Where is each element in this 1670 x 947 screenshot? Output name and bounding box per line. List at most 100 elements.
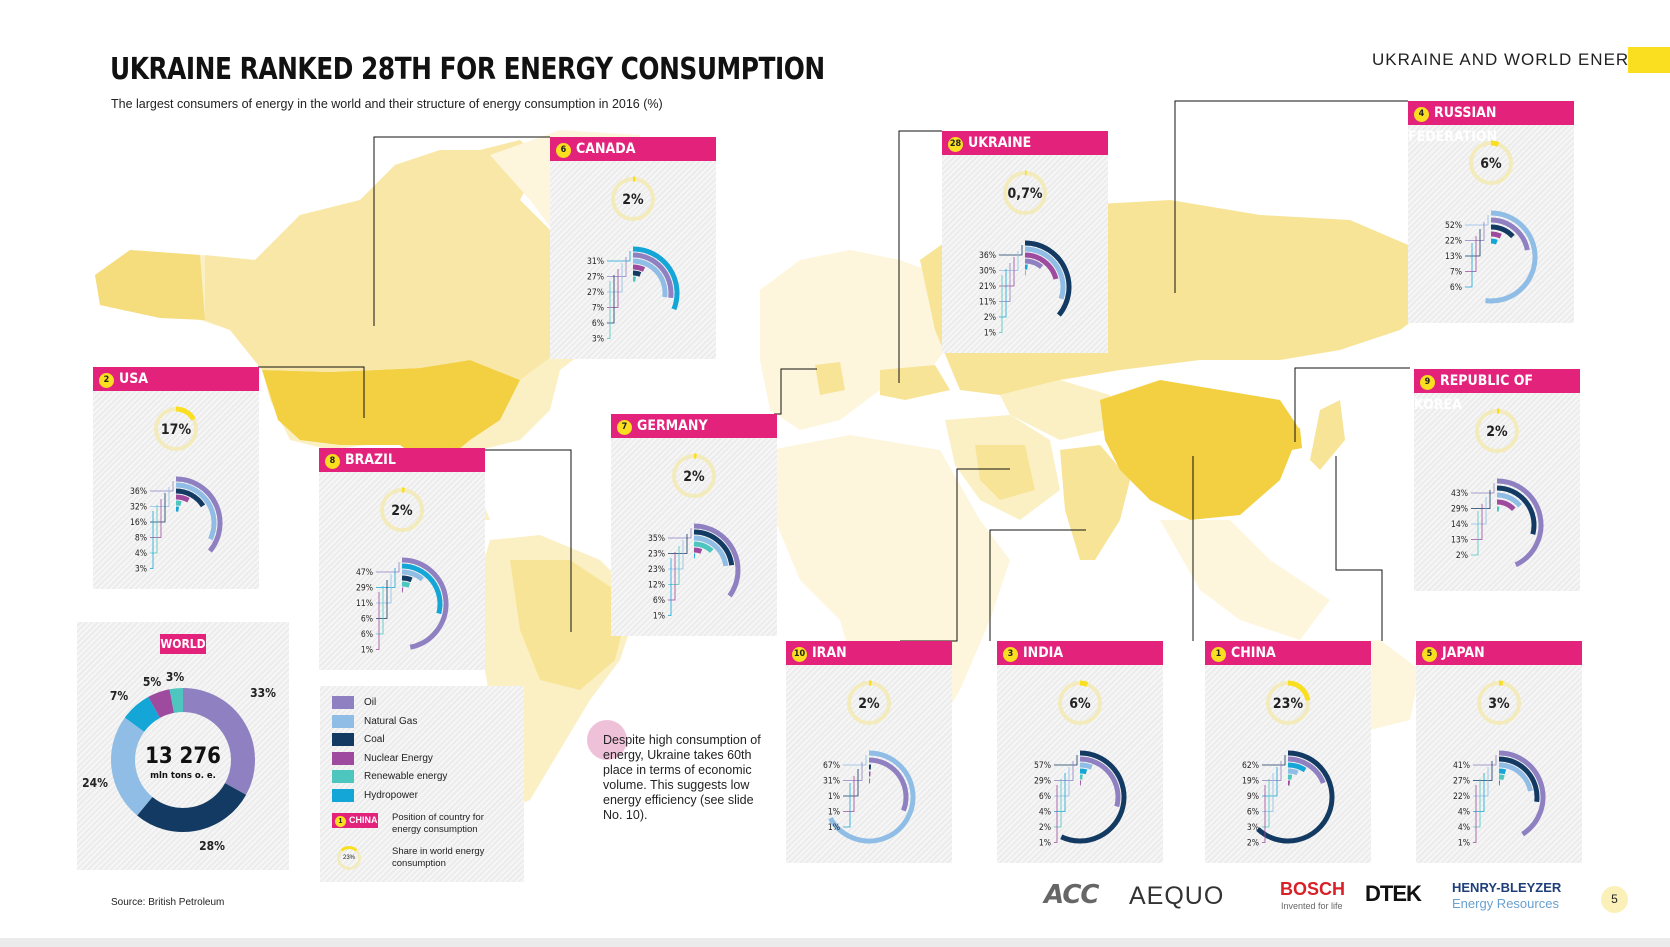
map-korea <box>1290 428 1302 450</box>
country-name: JAPAN <box>1442 645 1485 661</box>
world-donut-panel: WORLD 33% 28% 24% 7% 5% 3% 13 276 mln tons o. e. <box>77 622 289 870</box>
world-slice-label: 33% <box>250 686 276 700</box>
map-japan <box>1310 400 1345 470</box>
structure-arc-oil <box>1498 750 1546 837</box>
section-marker <box>1628 47 1670 73</box>
connector-usa <box>258 366 365 418</box>
structure-leader <box>843 755 867 766</box>
connector-canada <box>373 136 550 326</box>
bosch-tagline: Invented for life <box>1281 901 1343 911</box>
structure-leader <box>843 762 863 781</box>
country-rank: 2 <box>99 373 114 388</box>
country-card-india: 3 INDIA 6% 57% 29% 6% 4% 2% 1% <box>997 641 1163 863</box>
structure-label: 2% <box>984 313 996 323</box>
structure-label: 6% <box>1247 808 1259 818</box>
structure-label: 29% <box>356 584 373 594</box>
structure-arc-coal <box>1024 240 1072 317</box>
country-card-china: 1 CHINA 23% 62% 19% 9% 6% 3% 2% <box>1205 641 1371 863</box>
structure-label: 23% <box>648 550 665 560</box>
share-label: 2% <box>391 503 413 519</box>
map-usa <box>262 360 520 465</box>
note-marker <box>587 720 627 760</box>
structure-arc-natural_gas <box>693 535 729 567</box>
structure-leader <box>1262 767 1278 797</box>
country-chart: 23% 62% 19% 9% 6% 3% 2% <box>1242 680 1335 849</box>
country-chart: 0,7% 36% 30% 21% 11% 2% 1% <box>979 170 1072 339</box>
section-label: UKRAINE AND WORLD ENERGY <box>1372 50 1656 69</box>
page-subtitle: The largest consumers of energy in the w… <box>111 97 663 111</box>
legend-swatch <box>332 770 354 783</box>
world-badge-label: WORLD <box>160 637 205 651</box>
ukraine-note: Despite high consumption of energy, Ukra… <box>603 733 761 822</box>
structure-leader <box>1262 761 1282 781</box>
legend-position-rank: 1 <box>335 816 346 827</box>
legend-label: Renewable energy <box>364 771 448 783</box>
legend-swatch <box>332 788 354 802</box>
legend-share-sample: 23% <box>337 846 361 870</box>
structure-label: 6% <box>1039 792 1051 802</box>
structure-label: 6% <box>592 319 604 329</box>
share-ring-fill <box>1490 140 1500 147</box>
structure-leader <box>1465 243 1473 288</box>
legend-item-natural_gas: Natural Gas <box>332 714 417 729</box>
connector-india <box>989 529 1086 641</box>
structure-label: 1% <box>984 329 996 339</box>
structure-arc-oil <box>1079 756 1121 808</box>
structure-leader <box>1471 483 1495 494</box>
structure-label: 21% <box>979 282 996 292</box>
share-ring-track <box>1475 409 1519 453</box>
share-label: 6% <box>1069 696 1091 712</box>
structure-arc-oil <box>401 557 449 650</box>
structure-leader <box>1471 497 1487 525</box>
country-name: UKRAINE <box>968 135 1032 151</box>
share-label: 3% <box>1488 696 1510 712</box>
legend-item-renewable: Renewable energy <box>332 770 447 784</box>
country-name: BRAZIL <box>345 452 396 468</box>
legend-item-nuclear: Nuclear Energy <box>332 751 433 766</box>
legend-share-label: Share in world energy consumption <box>392 846 485 869</box>
structure-leader <box>999 263 1011 302</box>
legend-item-coal: Coal <box>332 733 385 747</box>
structure-arc-hydro <box>1079 768 1088 775</box>
structure-label: 2% <box>1456 551 1468 561</box>
legend-label: Oil <box>364 697 377 709</box>
structure-label: 4% <box>135 549 147 559</box>
share-label: 2% <box>683 469 705 485</box>
structure-label: 3% <box>1247 823 1259 833</box>
structure-arc-hydro <box>1498 768 1507 775</box>
structure-arc-coal <box>175 488 206 508</box>
structure-leader <box>1473 773 1485 812</box>
country-card-japan: 5 JAPAN 3% 41% 27% 22% 4% 4% 1% <box>1416 641 1582 863</box>
structure-label: 32% <box>130 503 147 513</box>
country-rank: 1 <box>1211 647 1226 662</box>
structure-leader <box>150 505 158 554</box>
country-card-header: 1 CHINA <box>1205 641 1371 665</box>
connector-korea <box>1294 367 1410 442</box>
map-iran <box>975 445 1035 500</box>
world-slice-label: 5% <box>143 675 162 689</box>
legend-swatch <box>332 733 354 746</box>
country-card-russian-federation: 4 RUSSIAN FEDERATION 6% 52% 22% 13% 7% 6% <box>1408 101 1574 323</box>
map-brazil <box>510 560 630 690</box>
structure-leader <box>1262 785 1266 843</box>
share-ring-fill <box>1079 680 1089 687</box>
country-rank: 4 <box>1414 107 1429 122</box>
structure-label: 19% <box>1242 777 1259 787</box>
structure-label: 4% <box>1039 808 1051 818</box>
legend-label: Hydropower <box>364 789 418 801</box>
share-ring-fill <box>175 406 196 421</box>
structure-leader <box>150 481 174 492</box>
structure-arc-natural_gas <box>1496 492 1523 508</box>
country-name: CHINA <box>1231 645 1276 661</box>
structure-label: 23% <box>648 565 665 575</box>
structure-arc-oil <box>175 476 223 553</box>
structure-arc-hydro <box>632 246 680 311</box>
structure-arc-natural_gas <box>1498 762 1533 792</box>
country-card-republic-of-korea: 9 REPUBLIC OF KOREA 2% 43% 29% 14% 13% 2% <box>1414 369 1580 591</box>
structure-arc-oil <box>1490 217 1530 251</box>
structure-label: 47% <box>356 568 373 578</box>
share-label: 6% <box>1480 156 1502 172</box>
page-number: 5 <box>1601 886 1628 913</box>
legend-item-hydro: Hydropower <box>332 788 418 803</box>
structure-arc-renewable <box>693 541 714 553</box>
